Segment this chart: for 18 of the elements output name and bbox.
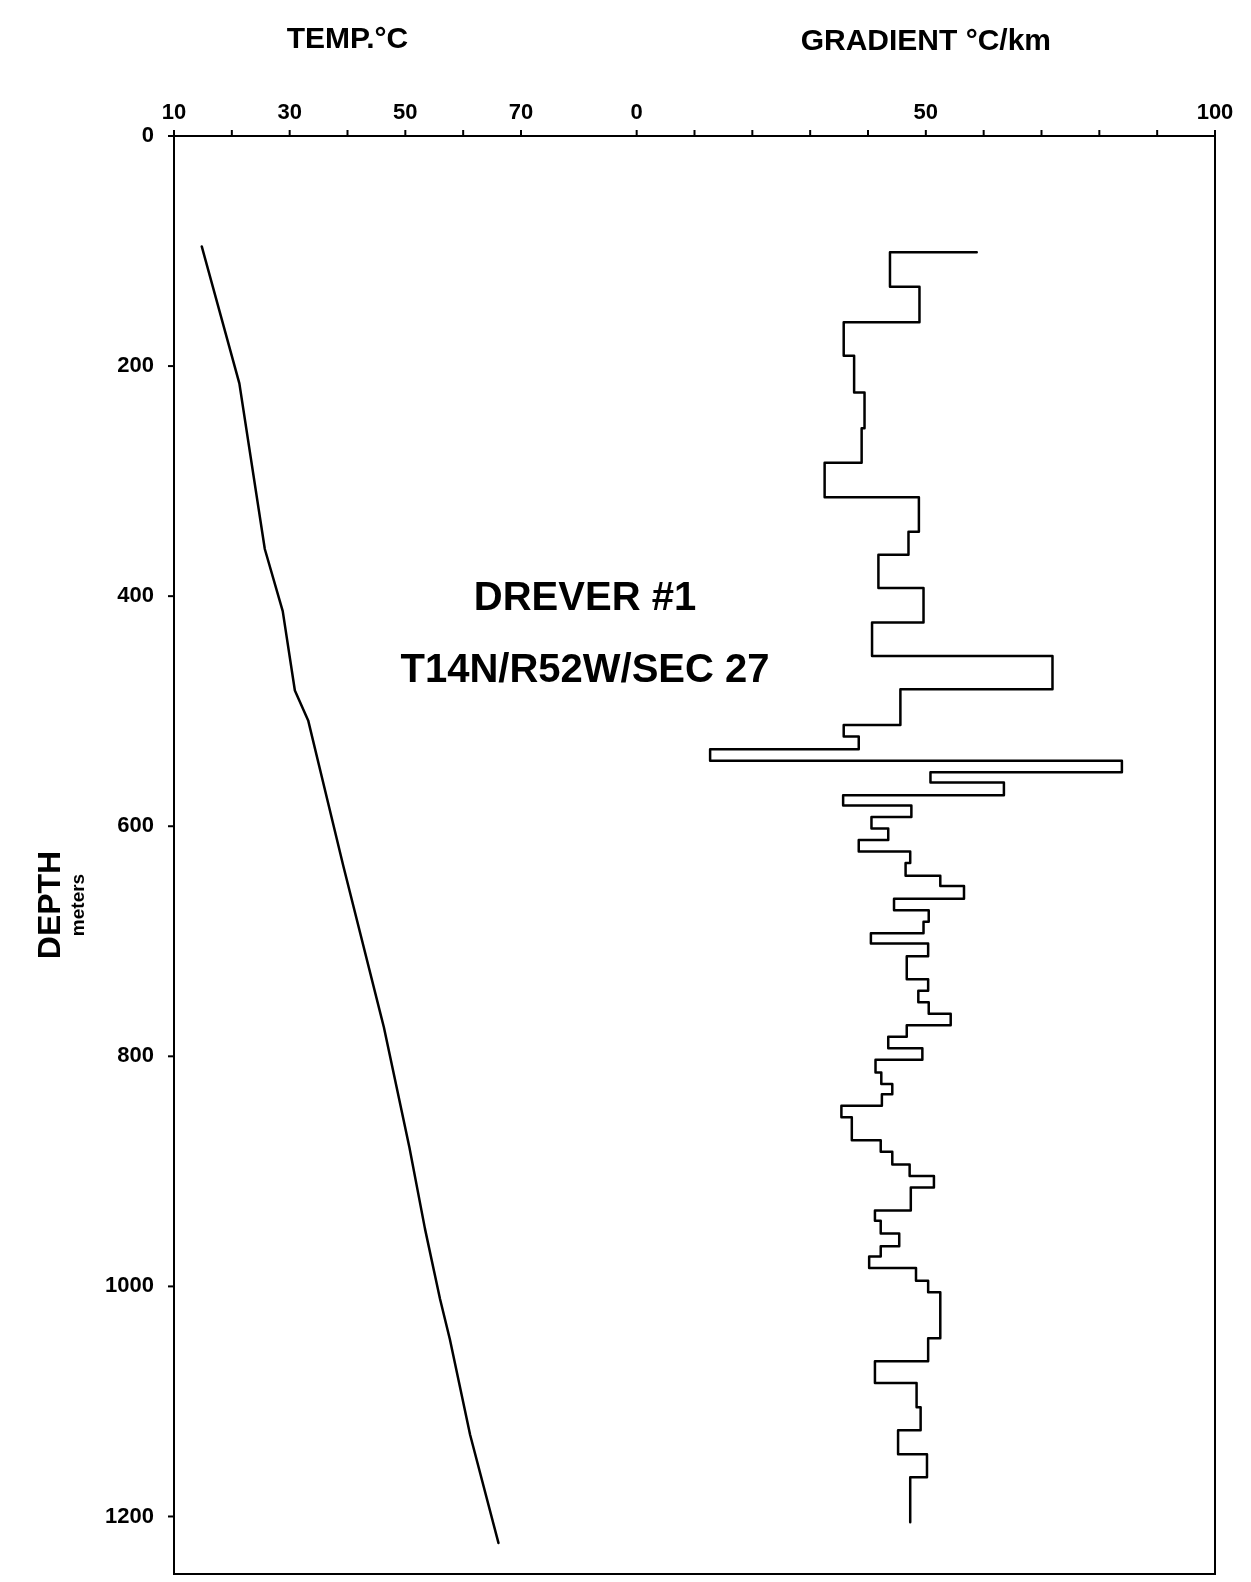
x-tick-label: 70	[508, 99, 534, 125]
annotation: T14N/R52W/SEC 27	[400, 646, 770, 690]
y-tick-label: 0	[141, 122, 154, 148]
y-axis-title: DEPTH meters	[31, 850, 88, 960]
x2-tick-label: 0	[630, 99, 643, 125]
x-tick-label: 10	[161, 99, 187, 125]
x-tick-label: 30	[277, 99, 302, 125]
x2-tick-label: 100	[1196, 99, 1234, 125]
x-axis-title: TEMP.°C	[286, 21, 409, 54]
y-tick-label: 1200	[105, 1502, 154, 1528]
y-tick-label: 600	[117, 812, 154, 838]
y-tick-label: 1000	[105, 1272, 154, 1298]
y-tick-label: 200	[117, 352, 154, 378]
y-tick-label: 400	[117, 582, 154, 608]
annotation: DREVER #1	[473, 574, 697, 618]
x-tick-label: 50	[393, 99, 418, 125]
x2-axis-title: GRADIENT °C/km	[800, 23, 1052, 56]
y-tick-label: 800	[117, 1042, 154, 1068]
